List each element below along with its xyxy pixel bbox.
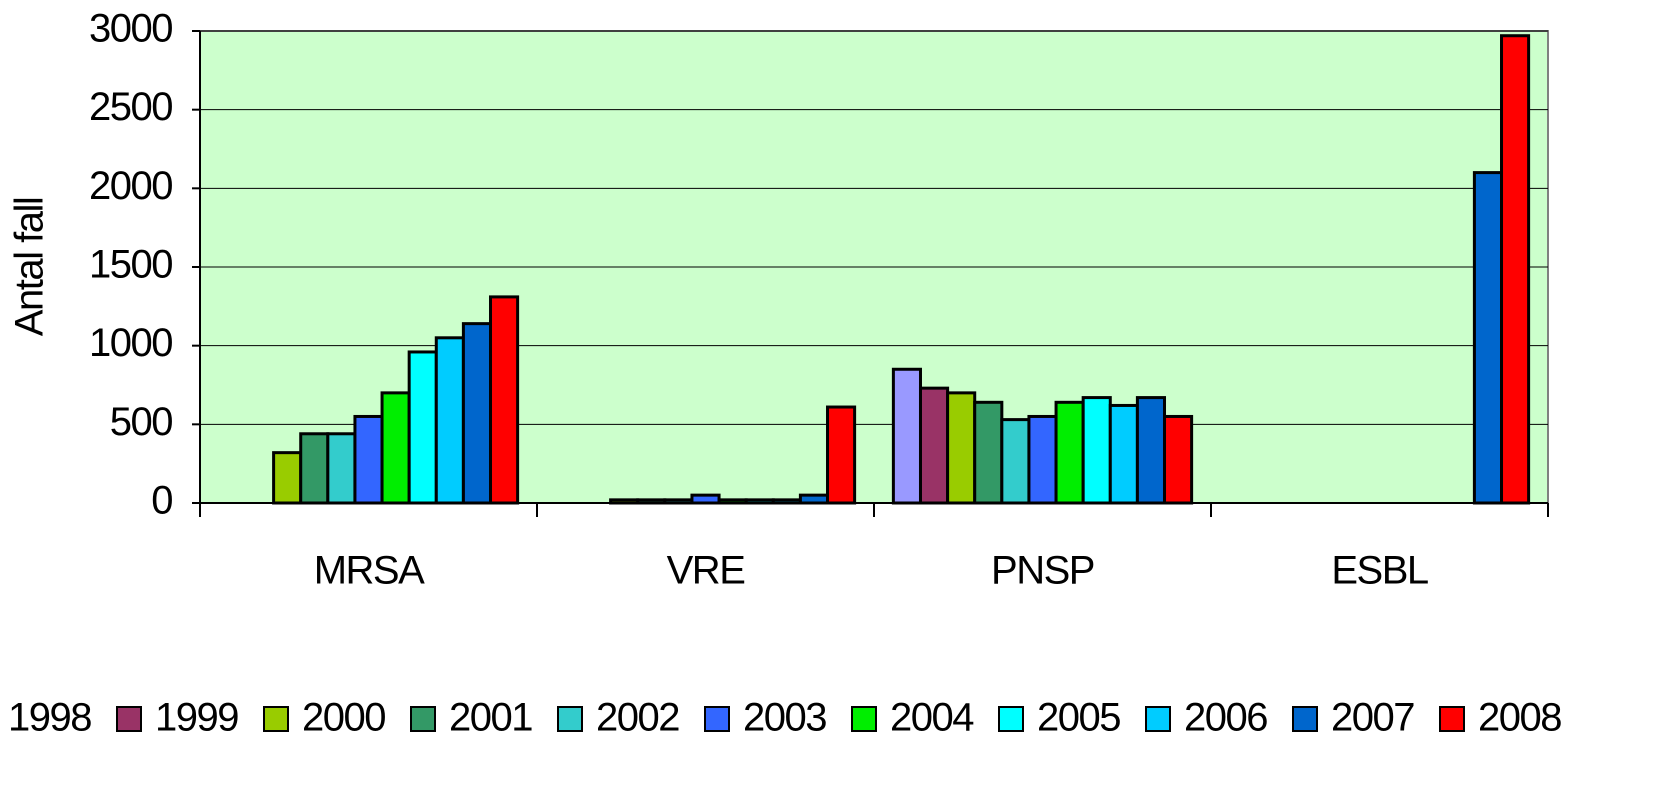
legend-swatch	[1439, 706, 1465, 732]
y-tick-label: 2500	[89, 85, 172, 129]
legend-swatch	[851, 706, 877, 732]
legend-label: 2003	[743, 696, 826, 740]
legend-swatch	[1292, 706, 1318, 732]
legend-swatch	[704, 706, 730, 732]
bar	[434, 336, 465, 505]
bar	[771, 498, 802, 505]
y-tick-label: 3000	[89, 7, 172, 51]
bar	[489, 295, 520, 505]
legend-label: 2005	[1037, 696, 1120, 740]
bar	[407, 350, 438, 505]
legend-label: 2000	[302, 696, 385, 740]
legend-swatch	[557, 706, 583, 732]
bar	[1027, 414, 1058, 505]
legend-label: 2008	[1478, 696, 1561, 740]
bar	[717, 498, 748, 505]
y-tick-label: 1000	[89, 321, 172, 365]
bar	[973, 400, 1004, 505]
bar	[636, 498, 667, 505]
legend-swatch	[116, 706, 142, 732]
bar	[461, 322, 493, 505]
bar	[353, 414, 384, 505]
bar	[1135, 396, 1167, 505]
y-tick-label: 500	[110, 400, 172, 444]
legend-label: 2004	[890, 696, 974, 740]
bar	[380, 391, 411, 505]
legend-label: 2006	[1184, 696, 1267, 740]
bar	[1108, 403, 1139, 505]
bar	[272, 451, 303, 505]
legend-label: 2002	[596, 696, 679, 740]
bar	[1472, 171, 1504, 505]
y-axis-label: Antal fall	[8, 198, 52, 336]
bar	[609, 498, 640, 505]
y-tick-label: 1500	[89, 243, 172, 287]
x-tick-label: VRE	[667, 549, 745, 593]
bar	[663, 498, 694, 505]
x-tick-label: PNSP	[991, 549, 1094, 593]
legend-label: 1999	[155, 696, 238, 740]
bar	[1163, 414, 1194, 505]
legend-label: 2007	[1331, 696, 1414, 740]
bar	[826, 405, 857, 505]
legend-swatch	[1145, 706, 1171, 732]
bar	[891, 367, 922, 505]
y-tick-label: 2000	[89, 164, 172, 208]
legend-label: 2001	[449, 696, 532, 740]
legend-label: 1998	[8, 696, 91, 740]
x-tick-label: MRSA	[314, 549, 425, 593]
legend-swatch	[410, 706, 436, 732]
bar	[1000, 418, 1031, 505]
bar	[1054, 400, 1085, 505]
bar	[946, 391, 977, 505]
legend-swatch	[998, 706, 1024, 732]
legend-swatch	[263, 706, 289, 732]
bar	[744, 498, 775, 505]
bar	[1500, 34, 1531, 505]
y-tick-label: 0	[151, 479, 172, 523]
bar	[299, 432, 330, 505]
bar	[690, 493, 721, 505]
bar	[798, 493, 830, 505]
x-tick-label: ESBL	[1331, 549, 1428, 593]
bar	[918, 386, 950, 505]
bar	[1081, 396, 1112, 505]
bar	[326, 432, 357, 505]
